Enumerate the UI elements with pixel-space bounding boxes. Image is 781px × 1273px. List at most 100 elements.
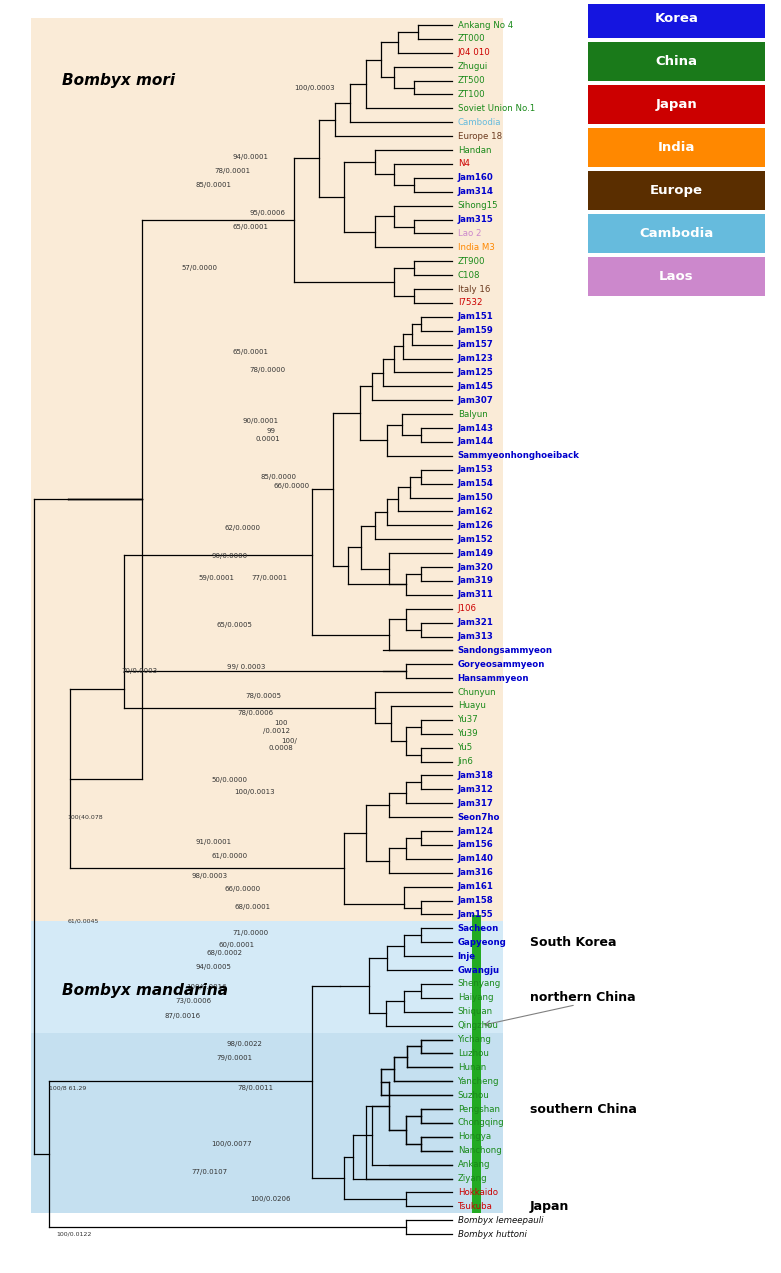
Text: Jam159: Jam159 [458,326,494,335]
Text: 94/0.0005: 94/0.0005 [196,964,232,970]
Text: Cambodia: Cambodia [640,227,714,241]
Text: Jam162: Jam162 [458,507,494,516]
Text: Jam313: Jam313 [458,631,494,642]
Text: Jam123: Jam123 [458,354,494,363]
Text: Shiquan: Shiquan [458,1007,493,1016]
Text: Ankang No 4: Ankang No 4 [458,20,513,29]
Text: Soviet Union No.1: Soviet Union No.1 [458,104,535,113]
Text: Sacheon: Sacheon [458,924,499,933]
Text: Bombyx huttoni: Bombyx huttoni [458,1230,526,1239]
Text: 60/0.0001: 60/0.0001 [219,942,255,948]
Text: 79/0.0001: 79/0.0001 [216,1054,253,1060]
Text: ZT000: ZT000 [458,34,485,43]
Text: Jam144: Jam144 [458,438,494,447]
Text: Yu39: Yu39 [458,729,478,738]
Text: Yichang: Yichang [458,1035,491,1044]
Text: 91/0.0001: 91/0.0001 [196,839,232,845]
Text: 78/0.0006: 78/0.0006 [237,710,273,715]
Text: 0.0008: 0.0008 [269,745,293,751]
Text: 66/0.0000: 66/0.0000 [273,484,309,489]
Text: 68/0.0002: 68/0.0002 [207,951,243,956]
Text: 100/0.0122: 100/0.0122 [57,1231,92,1236]
Text: India: India [658,141,695,154]
Text: 95/0.0006: 95/0.0006 [250,210,286,215]
Text: 66/0.0000: 66/0.0000 [224,886,261,892]
Bar [587,42,765,80]
Text: 100/8 61.29: 100/8 61.29 [49,1086,87,1091]
Text: Europe: Europe [650,183,703,197]
Text: C108: C108 [458,271,480,280]
Text: 61/0.0000: 61/0.0000 [211,853,248,859]
Text: Sihong15: Sihong15 [458,201,498,210]
Text: 59/0.0001: 59/0.0001 [199,575,235,582]
Text: Japan: Japan [655,98,697,111]
Text: Zhugui: Zhugui [458,62,488,71]
Text: Jam151: Jam151 [458,312,494,321]
Bar [31,18,502,922]
Text: 68/0.0001: 68/0.0001 [234,905,270,910]
Text: Jam126: Jam126 [458,521,494,530]
Text: Balyun: Balyun [458,410,487,419]
Text: Hokkaido: Hokkaido [458,1188,497,1197]
Text: ZT500: ZT500 [458,76,485,85]
Bar [31,1032,502,1213]
Text: 90/0.0001: 90/0.0001 [242,418,278,424]
Text: Jam153: Jam153 [458,465,494,475]
Bar [587,127,765,167]
Text: 99: 99 [267,428,276,434]
Bar [472,915,481,976]
Text: Jam316: Jam316 [458,868,494,877]
Text: Jam321: Jam321 [458,619,494,628]
Text: Korea: Korea [654,11,698,24]
Text: Italy 16: Italy 16 [458,285,490,294]
Text: 100/0.0003: 100/0.0003 [294,84,334,90]
Text: 100/0.0206: 100/0.0206 [250,1197,291,1202]
Text: Hansammyeon: Hansammyeon [458,673,530,682]
Bar [587,0,765,37]
Text: 100/: 100/ [281,738,297,743]
Text: Jam125: Jam125 [458,368,494,377]
Text: I7532: I7532 [458,298,482,308]
Text: Jam317: Jam317 [458,798,494,808]
Text: 87/0.0016: 87/0.0016 [165,1013,201,1018]
Text: Sandongsammyeon: Sandongsammyeon [458,645,553,654]
Text: 77/0.0107: 77/0.0107 [191,1169,227,1175]
Text: 99/ 0.0003: 99/ 0.0003 [226,665,265,670]
Text: Jam145: Jam145 [458,382,494,391]
Text: Jin6: Jin6 [458,757,473,766]
Text: 100/0.0077: 100/0.0077 [211,1141,251,1147]
Bar [31,922,502,1032]
Text: Jam140: Jam140 [458,854,494,863]
Text: Ankang: Ankang [458,1160,490,1169]
Text: Nanchong: Nanchong [458,1146,501,1155]
Text: Huayu: Huayu [458,701,486,710]
Text: J04 010: J04 010 [458,48,490,57]
Text: Jam318: Jam318 [458,771,494,780]
Text: 85/0.0001: 85/0.0001 [196,182,232,188]
Text: Jam320: Jam320 [458,563,494,572]
Text: /0.0012: /0.0012 [263,728,290,735]
Text: 85/0.0000: 85/0.0000 [261,474,297,480]
Text: Chongqing: Chongqing [458,1119,505,1128]
Text: Jam312: Jam312 [458,785,494,794]
Text: Jam124: Jam124 [458,826,494,835]
Text: Lao 2: Lao 2 [458,229,481,238]
Text: Qingzhou: Qingzhou [458,1021,498,1030]
Text: 65/0.0001: 65/0.0001 [232,224,268,229]
Text: 100/0.0016: 100/0.0016 [186,984,226,989]
Bar [587,85,765,123]
Text: Sammyeonhonghoeiback: Sammyeonhonghoeiback [458,452,580,461]
Text: 50/0.0000: 50/0.0000 [211,777,248,783]
Bar [587,257,765,297]
Text: 71/0.0000: 71/0.0000 [232,929,268,936]
Text: Yu5: Yu5 [458,743,473,752]
Text: Jam150: Jam150 [458,493,494,502]
Text: Jam156: Jam156 [458,840,494,849]
Text: Bombyx lemeepauli: Bombyx lemeepauli [458,1216,544,1225]
Text: Jam157: Jam157 [458,340,494,349]
Text: 62/0.0000: 62/0.0000 [224,524,260,531]
Text: Jam307: Jam307 [458,396,494,405]
Text: Yancheng: Yancheng [458,1077,499,1086]
Text: Bombyx mandarina: Bombyx mandarina [62,983,228,998]
Text: Hongya: Hongya [458,1132,490,1142]
